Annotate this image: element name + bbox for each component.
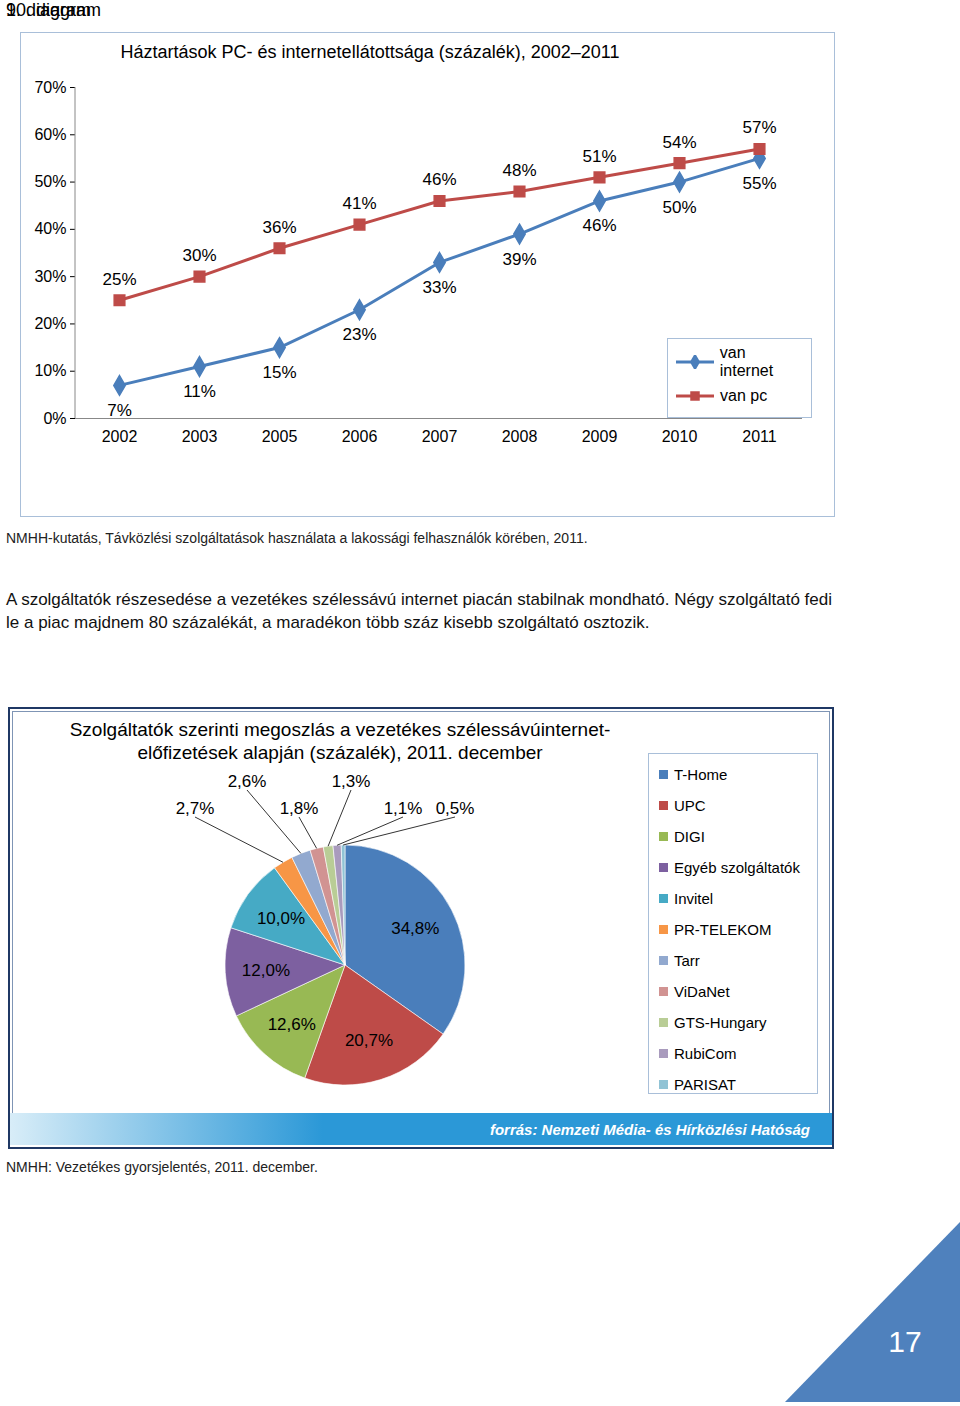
- svg-text:2007: 2007: [422, 428, 458, 445]
- svg-text:50%: 50%: [662, 198, 696, 217]
- html-text:Invitel: Invitel: [674, 890, 714, 907]
- html-text:GTS-Hungary: GTS-Hungary: [674, 1014, 767, 1031]
- html-text:T-Home: T-Home: [674, 766, 728, 783]
- svg-text:1,8%: 1,8%: [280, 799, 319, 818]
- html-text:Tarr: Tarr: [674, 952, 700, 969]
- svg-text:70%: 70%: [34, 79, 66, 96]
- html-text:van internet: van internet: [719, 344, 774, 379]
- svg-text:17: 17: [888, 1325, 921, 1358]
- svg-text:54%: 54%: [662, 133, 696, 152]
- svg-text:50%: 50%: [34, 173, 66, 190]
- svg-text:12,0%: 12,0%: [242, 961, 290, 980]
- svg-text:30%: 30%: [182, 246, 216, 265]
- svg-text:55%: 55%: [742, 174, 776, 193]
- svg-text:36%: 36%: [262, 218, 296, 237]
- svg-text:40%: 40%: [34, 220, 66, 237]
- svg-text:10%: 10%: [34, 362, 66, 379]
- html-text:PR-TELEKOM: PR-TELEKOM: [674, 921, 772, 938]
- svg-text:2,6%: 2,6%: [228, 772, 267, 791]
- svg-text:25%: 25%: [102, 270, 136, 289]
- html-text:Egyéb szolgáltatók: Egyéb szolgáltatók: [674, 859, 800, 876]
- svg-text:2011: 2011: [742, 428, 777, 445]
- svg-text:2006: 2006: [342, 428, 378, 445]
- html-text:Háztartások PC- és internetell: Háztartások PC- és internetellátottsága …: [120, 42, 620, 62]
- svg-text:20,7%: 20,7%: [345, 1031, 393, 1050]
- svg-text:0,5%: 0,5%: [436, 799, 475, 818]
- svg-text:1,3%: 1,3%: [332, 772, 371, 791]
- html-text:DIGI: DIGI: [674, 828, 705, 845]
- svg-text:51%: 51%: [582, 147, 616, 166]
- svg-text:2005: 2005: [262, 428, 298, 445]
- svg-text:1,1%: 1,1%: [384, 799, 423, 818]
- svg-text:7%: 7%: [107, 401, 132, 420]
- svg-text:2008: 2008: [502, 428, 538, 445]
- svg-text:11%: 11%: [183, 382, 216, 401]
- html-text:Szolgáltatók szerinti megoszlá: Szolgáltatók szerinti megoszlás a vezeté…: [69, 719, 611, 763]
- html-text:forrás: Nemzeti Média- és Hírk: forrás: Nemzeti Média- és Hírközlési Hat…: [489, 1120, 810, 1138]
- svg-text:20%: 20%: [34, 315, 66, 332]
- svg-text:30%: 30%: [34, 268, 66, 285]
- svg-text:39%: 39%: [502, 250, 536, 269]
- svg-text:2009: 2009: [582, 428, 618, 445]
- svg-text:2010: 2010: [662, 428, 698, 445]
- html-text:RubiCom: RubiCom: [674, 1045, 737, 1062]
- svg-text:2002: 2002: [102, 428, 138, 445]
- html-text:NMHH-kutatás, Távközlési szolg: NMHH-kutatás, Távközlési szolgáltatások …: [6, 530, 588, 546]
- svg-text:0%: 0%: [43, 410, 66, 427]
- svg-text:46%: 46%: [422, 170, 456, 189]
- svg-text:60%: 60%: [34, 126, 66, 143]
- html-text:9. diagram: 9. diagram: [6, 0, 91, 20]
- svg-text:2003: 2003: [182, 428, 218, 445]
- html-text:10. diagram: 10. diagram: [6, 0, 102, 20]
- html-text:ViDaNet: ViDaNet: [674, 983, 730, 1000]
- svg-text:34,8%: 34,8%: [391, 919, 439, 938]
- svg-text:57%: 57%: [742, 118, 776, 137]
- html-text:NMHH: Vezetékes gyorsjelentés,: NMHH: Vezetékes gyorsjelentés, 2011. dec…: [6, 1159, 318, 1175]
- svg-text:41%: 41%: [342, 194, 376, 213]
- svg-text:2,7%: 2,7%: [176, 799, 215, 818]
- html-text:van pc: van pc: [720, 387, 768, 404]
- svg-text:12,6%: 12,6%: [268, 1015, 316, 1034]
- html-text:UPC: UPC: [674, 797, 706, 814]
- svg-text:10,0%: 10,0%: [257, 909, 305, 928]
- svg-text:46%: 46%: [582, 216, 616, 235]
- html-text:A szolgáltatók részesedése a v: A szolgáltatók részesedése a vezetékes s…: [6, 590, 832, 632]
- html-text:PARISAT: PARISAT: [674, 1076, 736, 1093]
- svg-text:15%: 15%: [262, 363, 296, 382]
- svg-text:23%: 23%: [342, 325, 376, 344]
- svg-text:48%: 48%: [502, 161, 536, 180]
- svg-text:33%: 33%: [422, 278, 456, 297]
